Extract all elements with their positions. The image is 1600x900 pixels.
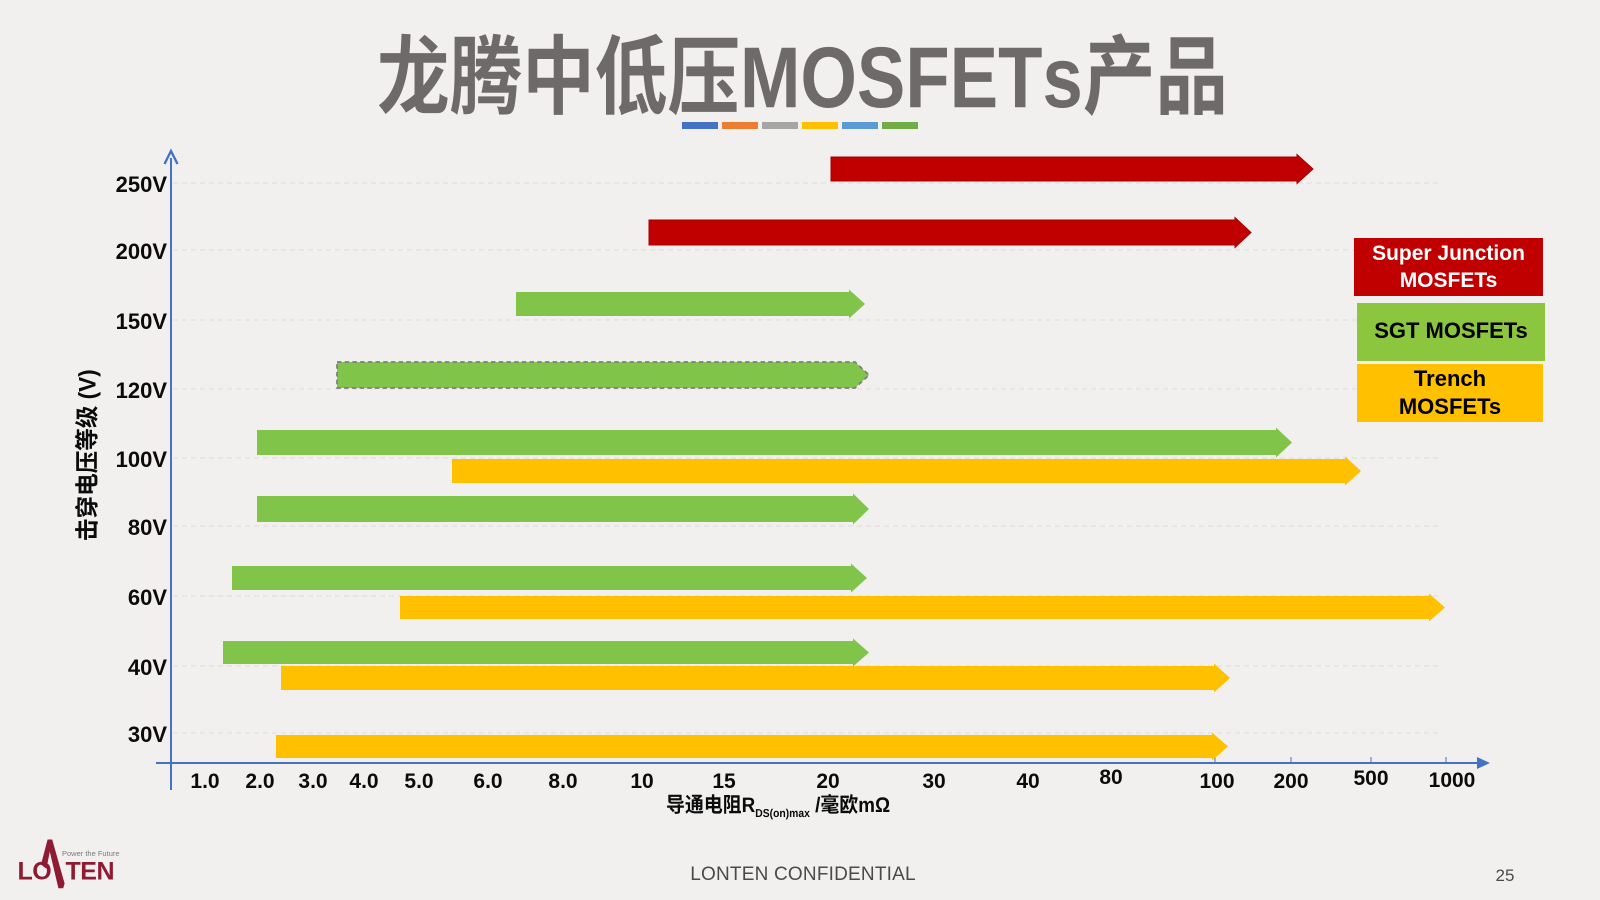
svg-text:TEN: TEN bbox=[66, 858, 115, 886]
svg-text:Power the Future: Power the Future bbox=[62, 849, 120, 858]
